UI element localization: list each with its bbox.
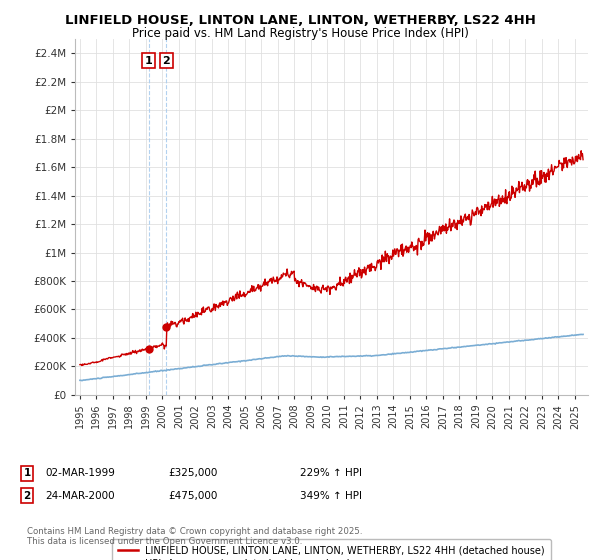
Text: Contains HM Land Registry data © Crown copyright and database right 2025.
This d: Contains HM Land Registry data © Crown c… (27, 526, 362, 546)
Text: 1: 1 (23, 468, 31, 478)
Text: £325,000: £325,000 (168, 468, 217, 478)
Text: £475,000: £475,000 (168, 491, 217, 501)
Text: 2: 2 (163, 55, 170, 66)
Text: 229% ↑ HPI: 229% ↑ HPI (300, 468, 362, 478)
Text: LINFIELD HOUSE, LINTON LANE, LINTON, WETHERBY, LS22 4HH: LINFIELD HOUSE, LINTON LANE, LINTON, WET… (65, 14, 535, 27)
Legend: LINFIELD HOUSE, LINTON LANE, LINTON, WETHERBY, LS22 4HH (detached house), HPI: A: LINFIELD HOUSE, LINTON LANE, LINTON, WET… (112, 539, 551, 560)
Text: 2: 2 (23, 491, 31, 501)
Text: 1: 1 (145, 55, 152, 66)
Text: Price paid vs. HM Land Registry's House Price Index (HPI): Price paid vs. HM Land Registry's House … (131, 27, 469, 40)
Text: 24-MAR-2000: 24-MAR-2000 (45, 491, 115, 501)
Text: 02-MAR-1999: 02-MAR-1999 (45, 468, 115, 478)
Text: 349% ↑ HPI: 349% ↑ HPI (300, 491, 362, 501)
